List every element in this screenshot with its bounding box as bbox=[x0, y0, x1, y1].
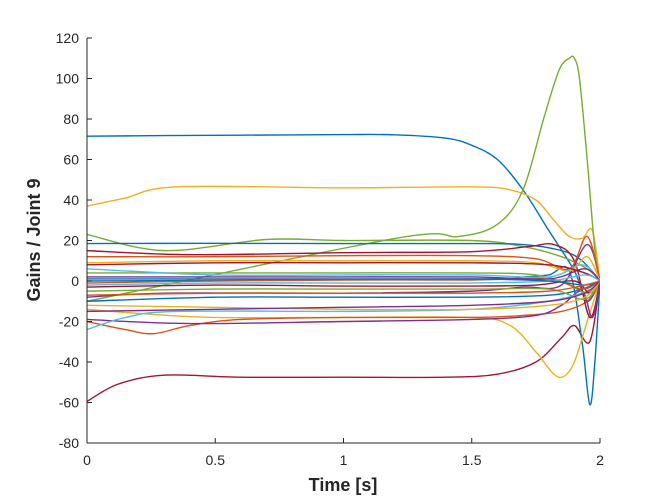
y-tick-label: 20 bbox=[63, 233, 79, 249]
series-line-g2 bbox=[87, 185, 600, 282]
y-tick-label: 40 bbox=[63, 192, 79, 208]
series-line-g26 bbox=[87, 278, 600, 286]
series-line-g14 bbox=[87, 235, 600, 282]
series-line-g7 bbox=[87, 280, 600, 335]
y-axis-title: Gains / Joint 9 bbox=[24, 178, 44, 301]
series-line-g25 bbox=[87, 274, 600, 286]
y-tick-label: 120 bbox=[56, 30, 80, 46]
series-line-g15 bbox=[87, 272, 600, 294]
y-tick-label: 0 bbox=[71, 273, 79, 289]
series-line-g6 bbox=[87, 280, 600, 379]
series-line-g13 bbox=[87, 280, 600, 331]
x-tick-label: 0.5 bbox=[206, 452, 226, 468]
y-tick-label: -60 bbox=[59, 395, 79, 411]
series-line-g27 bbox=[87, 280, 600, 313]
series-line-g16 bbox=[87, 255, 600, 282]
series-line-g28 bbox=[87, 280, 600, 296]
y-tick-label: 60 bbox=[63, 152, 79, 168]
series-line-g11 bbox=[87, 280, 600, 325]
series-line-g21 bbox=[87, 268, 600, 282]
ticks-layer: -80 -60 -40 -20 0 20 40 60 80 100 120 0 0.5 1 1.5 2 bbox=[56, 30, 604, 468]
series-line-g4 bbox=[87, 280, 600, 403]
series-line-g17 bbox=[87, 280, 600, 294]
series-line-g3 bbox=[87, 55, 600, 302]
x-tick-label: 1 bbox=[340, 452, 348, 468]
series-line-g1 bbox=[87, 133, 600, 302]
y-tick-label: -80 bbox=[59, 435, 79, 451]
x-tick-label: 2 bbox=[596, 452, 604, 468]
series-line-g19 bbox=[87, 280, 600, 302]
x-tick-label: 0 bbox=[83, 452, 91, 468]
y-tick-label: -20 bbox=[59, 314, 79, 330]
series-line-g24 bbox=[87, 261, 600, 282]
x-axis-title: Time [s] bbox=[309, 475, 378, 495]
series-line-g9 bbox=[87, 242, 600, 282]
y-tick-label: 100 bbox=[56, 71, 80, 87]
x-tick-label: 1.5 bbox=[462, 452, 482, 468]
y-tick-label: 80 bbox=[63, 111, 79, 127]
series-line-g20 bbox=[87, 277, 600, 290]
series-layer bbox=[87, 55, 600, 406]
series-line-g18 bbox=[87, 264, 600, 282]
y-tick-label: -40 bbox=[59, 354, 79, 370]
series-line-g23 bbox=[87, 280, 600, 311]
